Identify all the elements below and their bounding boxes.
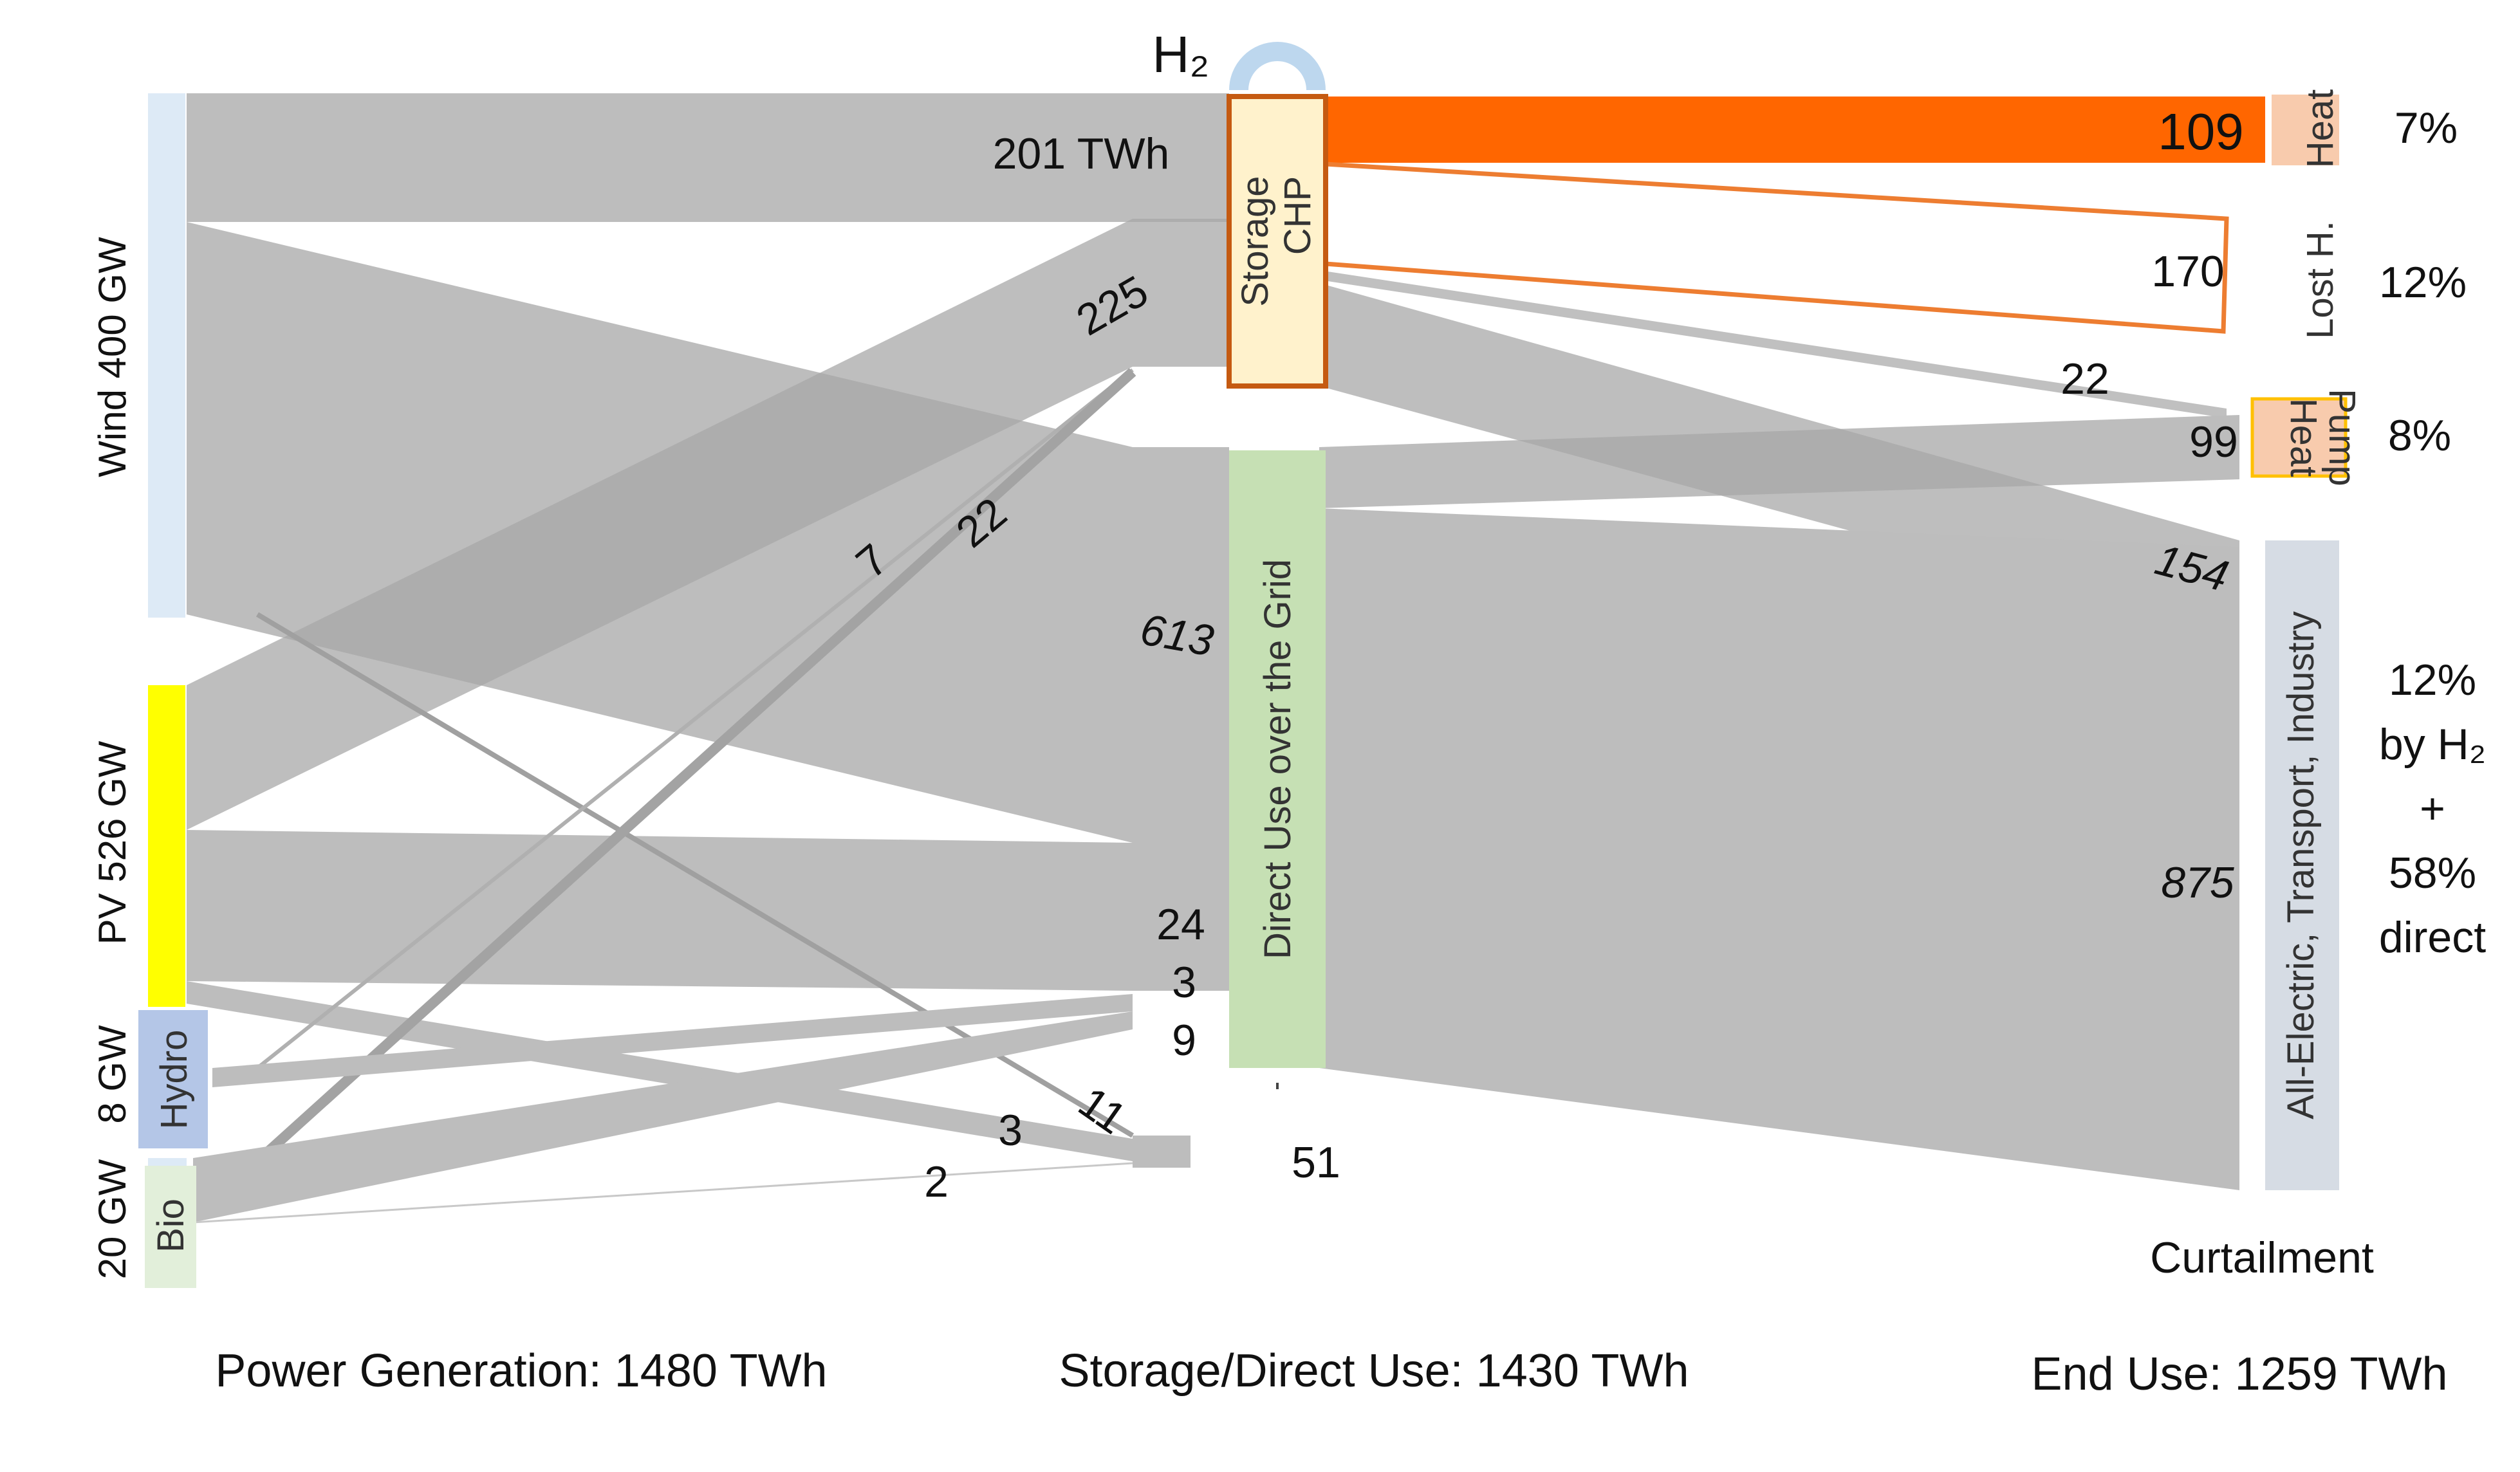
pct-enduse-3: + <box>2420 784 2445 833</box>
hydro-label: Hydro <box>153 1030 195 1130</box>
label-storage-heatpump: 22 <box>2061 354 2109 403</box>
node-curtailment <box>1133 1136 1191 1168</box>
node-heat-pump <box>2250 397 2348 478</box>
storage-label: Storage <box>1234 176 1276 306</box>
pct-heat: 7% <box>2395 104 2458 152</box>
label-heat: 109 <box>2158 103 2243 160</box>
flow-hydro-storage <box>256 368 1134 1070</box>
node-wind <box>148 93 185 618</box>
label-bio-curtailment: 2 <box>924 1157 949 1206</box>
flow-hydro-direct <box>212 994 1133 1087</box>
flow-pv-storage <box>187 219 1229 830</box>
pct-enduse-5: direct <box>2379 913 2486 962</box>
pct-enduse-4: 58% <box>2389 849 2476 897</box>
label-wind-storage: 201 TWh <box>993 129 1170 178</box>
pct-heat-pump: 8% <box>2388 411 2451 460</box>
h2-label: H₂ <box>1153 26 1210 83</box>
pv-label: PV 526 GW <box>91 741 134 944</box>
pct-lost: 12% <box>2379 258 2467 307</box>
curtailment-tick <box>1276 1083 1279 1089</box>
pct-enduse-2: by H₂ <box>2379 720 2486 769</box>
label-lost-heat: 170 <box>2151 247 2224 296</box>
flow-heat <box>1313 97 2265 163</box>
label-hydro-direct: 3 <box>1172 958 1196 1007</box>
label-pv-curtailment: 3 <box>998 1106 1023 1155</box>
label-direct-enduse: 875 <box>2161 858 2234 907</box>
footer-storage-direct: Storage/Direct Use: 1430 TWh <box>1059 1345 1689 1397</box>
node-hydro <box>138 1010 208 1148</box>
bio-label: Bio <box>150 1199 192 1253</box>
footer-generation: Power Generation: 1480 TWh <box>215 1345 827 1397</box>
label-direct-heatpump: 99 <box>2189 418 2238 466</box>
heat-pump-label-1: Heat <box>2283 398 2324 477</box>
node-pv <box>148 685 185 1007</box>
enduse-label: All-Electric, Transport, Industry <box>2280 611 2322 1119</box>
label-bio-direct: 9 <box>1172 1016 1196 1065</box>
h2-arc-icon <box>1229 42 1326 91</box>
flow-bio-direct <box>193 1011 1133 1222</box>
flow-lost-heat <box>1323 161 2229 334</box>
heat-pump-label-2: Pump <box>2321 389 2363 486</box>
hydro-capacity-label: 8 GW <box>91 1025 134 1124</box>
heat-label: Heat <box>2299 89 2341 169</box>
footer-end-use: End Use: 1259 TWh <box>2031 1348 2447 1400</box>
node-storage-chp <box>1227 94 1328 389</box>
node-heat <box>2272 95 2339 165</box>
chp-label: CHP <box>1277 176 1319 255</box>
wind-label: Wind 400 GW <box>91 237 134 477</box>
curtailment-label: Curtailment <box>2150 1233 2374 1282</box>
flow-pv-curtailment <box>187 981 1191 1161</box>
flow-bio-storage <box>254 368 1136 1165</box>
lost-heat-label: Lost H. <box>2299 221 2341 339</box>
pct-enduse-1: 12% <box>2389 656 2476 704</box>
node-bio-top <box>148 1158 187 1166</box>
flow-bio-curtailment <box>192 1162 1133 1224</box>
flow-storage-heatpump <box>1319 270 2227 418</box>
label-pv-direct: 24 <box>1156 900 1205 949</box>
bio-capacity-label: 20 GW <box>91 1159 134 1279</box>
flow-pv-direct <box>187 830 1229 991</box>
node-bio <box>145 1166 196 1288</box>
flow-direct-enduse <box>1319 508 2239 1190</box>
label-curtailment-total: 51 <box>1292 1138 1340 1187</box>
node-direct-use <box>1229 450 1326 1068</box>
flow-wind-storage <box>187 93 1229 222</box>
node-enduse <box>2265 540 2339 1190</box>
direct-use-label: Direct Use over the Grid <box>1257 559 1299 959</box>
